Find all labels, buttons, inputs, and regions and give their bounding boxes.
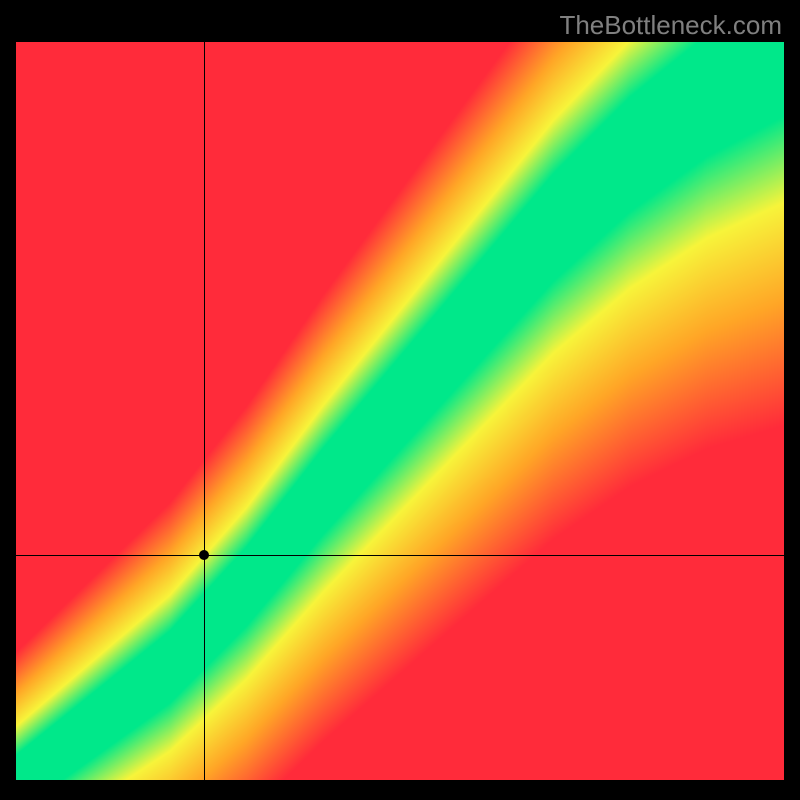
crosshair-horizontal	[16, 555, 784, 556]
crosshair-vertical	[204, 42, 205, 780]
bottleneck-heatmap	[16, 42, 784, 780]
watermark-text: TheBottleneck.com	[559, 10, 782, 41]
selected-point-marker	[199, 550, 209, 560]
heatmap-canvas	[16, 42, 784, 780]
